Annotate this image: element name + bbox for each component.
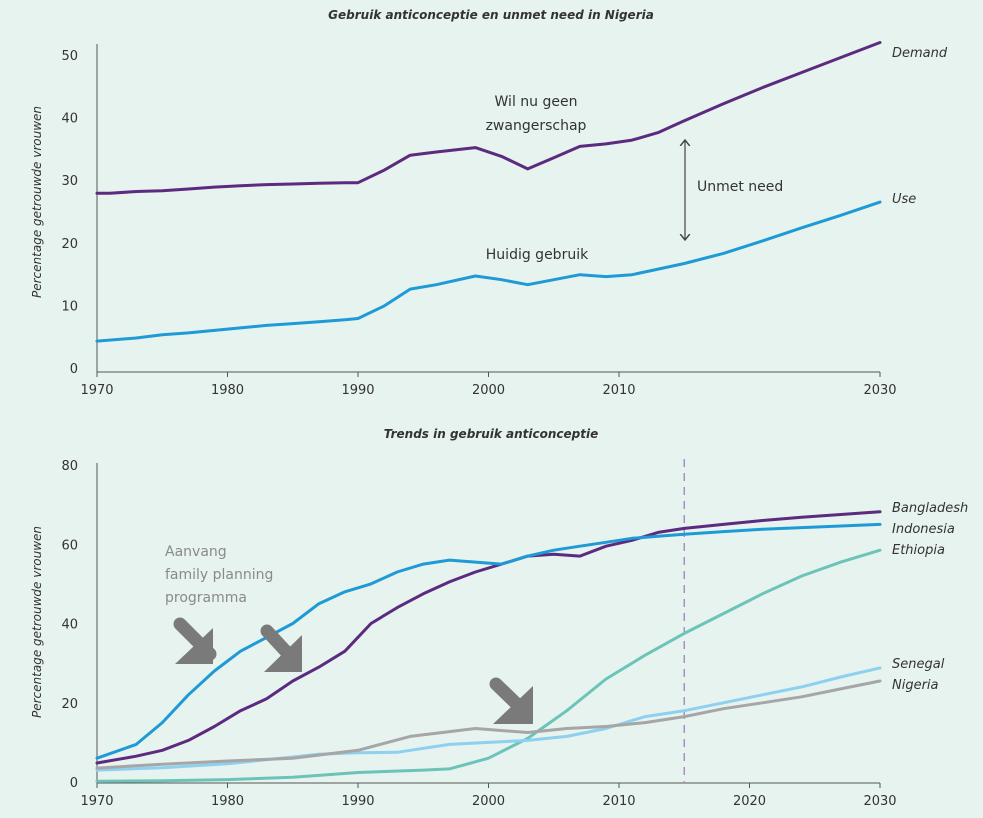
- top-xtick-label: 2010: [602, 383, 635, 398]
- annotation-aanvang-line2: family planning: [165, 567, 273, 583]
- annotation-wil-nu-line2: zwangerschap: [486, 118, 587, 134]
- bottom-xtick-label: 2020: [733, 794, 766, 809]
- series-label-use: Use: [892, 192, 916, 207]
- series-line-nigeria: [95, 679, 882, 770]
- top-ytick-label: 40: [61, 112, 78, 127]
- top-ytick-label: 50: [61, 49, 78, 64]
- annotation-aanvang-line1: Aanvang: [165, 544, 227, 560]
- series-line-demand: [95, 41, 882, 195]
- chart-bottom-ylabel: Percentage getrouwde vrouwen: [30, 526, 44, 718]
- series-line-bangladesh: [95, 510, 882, 765]
- start-arrow-bangladesh-icon: [173, 617, 217, 664]
- start-arrow-ethiopia-icon: [489, 677, 533, 724]
- top-ytick-label: 30: [61, 174, 78, 189]
- chart-bottom-title: Trends in gebruik anticonceptie: [384, 427, 598, 441]
- chart-top: Gebruik anticonceptie en unmet need in N…: [30, 8, 948, 398]
- bottom-xtick-label: 2010: [602, 794, 635, 809]
- bottom-ytick-label: 80: [61, 459, 78, 474]
- top-ytick-label: 10: [61, 299, 78, 314]
- series-label-indonesia: Indonesia: [892, 522, 955, 537]
- series-line-indonesia: [95, 522, 882, 760]
- chart-bottom: Trends in gebruik anticonceptie Percenta…: [30, 427, 968, 809]
- bottom-xtick-label: 1980: [211, 794, 244, 809]
- bottom-ytick-label: 60: [61, 538, 78, 553]
- top-xtick-label: 1990: [341, 383, 374, 398]
- bottom-xtick-label: 2030: [863, 794, 896, 809]
- series-label-nigeria: Nigeria: [892, 678, 939, 693]
- bottom-xtick-label: 2000: [472, 794, 505, 809]
- series-line-ethiopia: [95, 548, 882, 783]
- annotation-unmet-need: Unmet need: [697, 179, 783, 195]
- series-label-demand: Demand: [892, 46, 948, 61]
- top-xtick-label: 1980: [211, 383, 244, 398]
- top-xtick-label: 1970: [80, 383, 113, 398]
- series-label-senegal: Senegal: [892, 657, 945, 672]
- bottom-ytick-label: 0: [70, 776, 78, 791]
- bottom-xtick-label: 1970: [80, 794, 113, 809]
- annotation-wil-nu-line1: Wil nu geen: [495, 94, 578, 110]
- top-xtick-label: 2000: [472, 383, 505, 398]
- start-arrow-indonesia-icon: [260, 624, 302, 672]
- bottom-ytick-label: 20: [61, 697, 78, 712]
- annotation-huidig-gebruik: Huidig gebruik: [486, 247, 589, 263]
- series-label-ethiopia: Ethiopia: [892, 543, 945, 558]
- top-ytick-label: 20: [61, 237, 78, 252]
- chart-top-ylabel: Percentage getrouwde vrouwen: [30, 106, 44, 298]
- bottom-xtick-label: 1990: [341, 794, 374, 809]
- series-label-bangladesh: Bangladesh: [892, 501, 968, 516]
- series-line-senegal: [95, 666, 882, 772]
- series-line-use: [95, 200, 882, 343]
- bottom-ytick-label: 40: [61, 618, 78, 633]
- annotation-aanvang-line3: programma: [165, 590, 247, 606]
- top-ytick-label: 0: [70, 362, 78, 377]
- chart-top-title: Gebruik anticonceptie en unmet need in N…: [328, 8, 654, 22]
- top-xtick-label: 2030: [863, 383, 896, 398]
